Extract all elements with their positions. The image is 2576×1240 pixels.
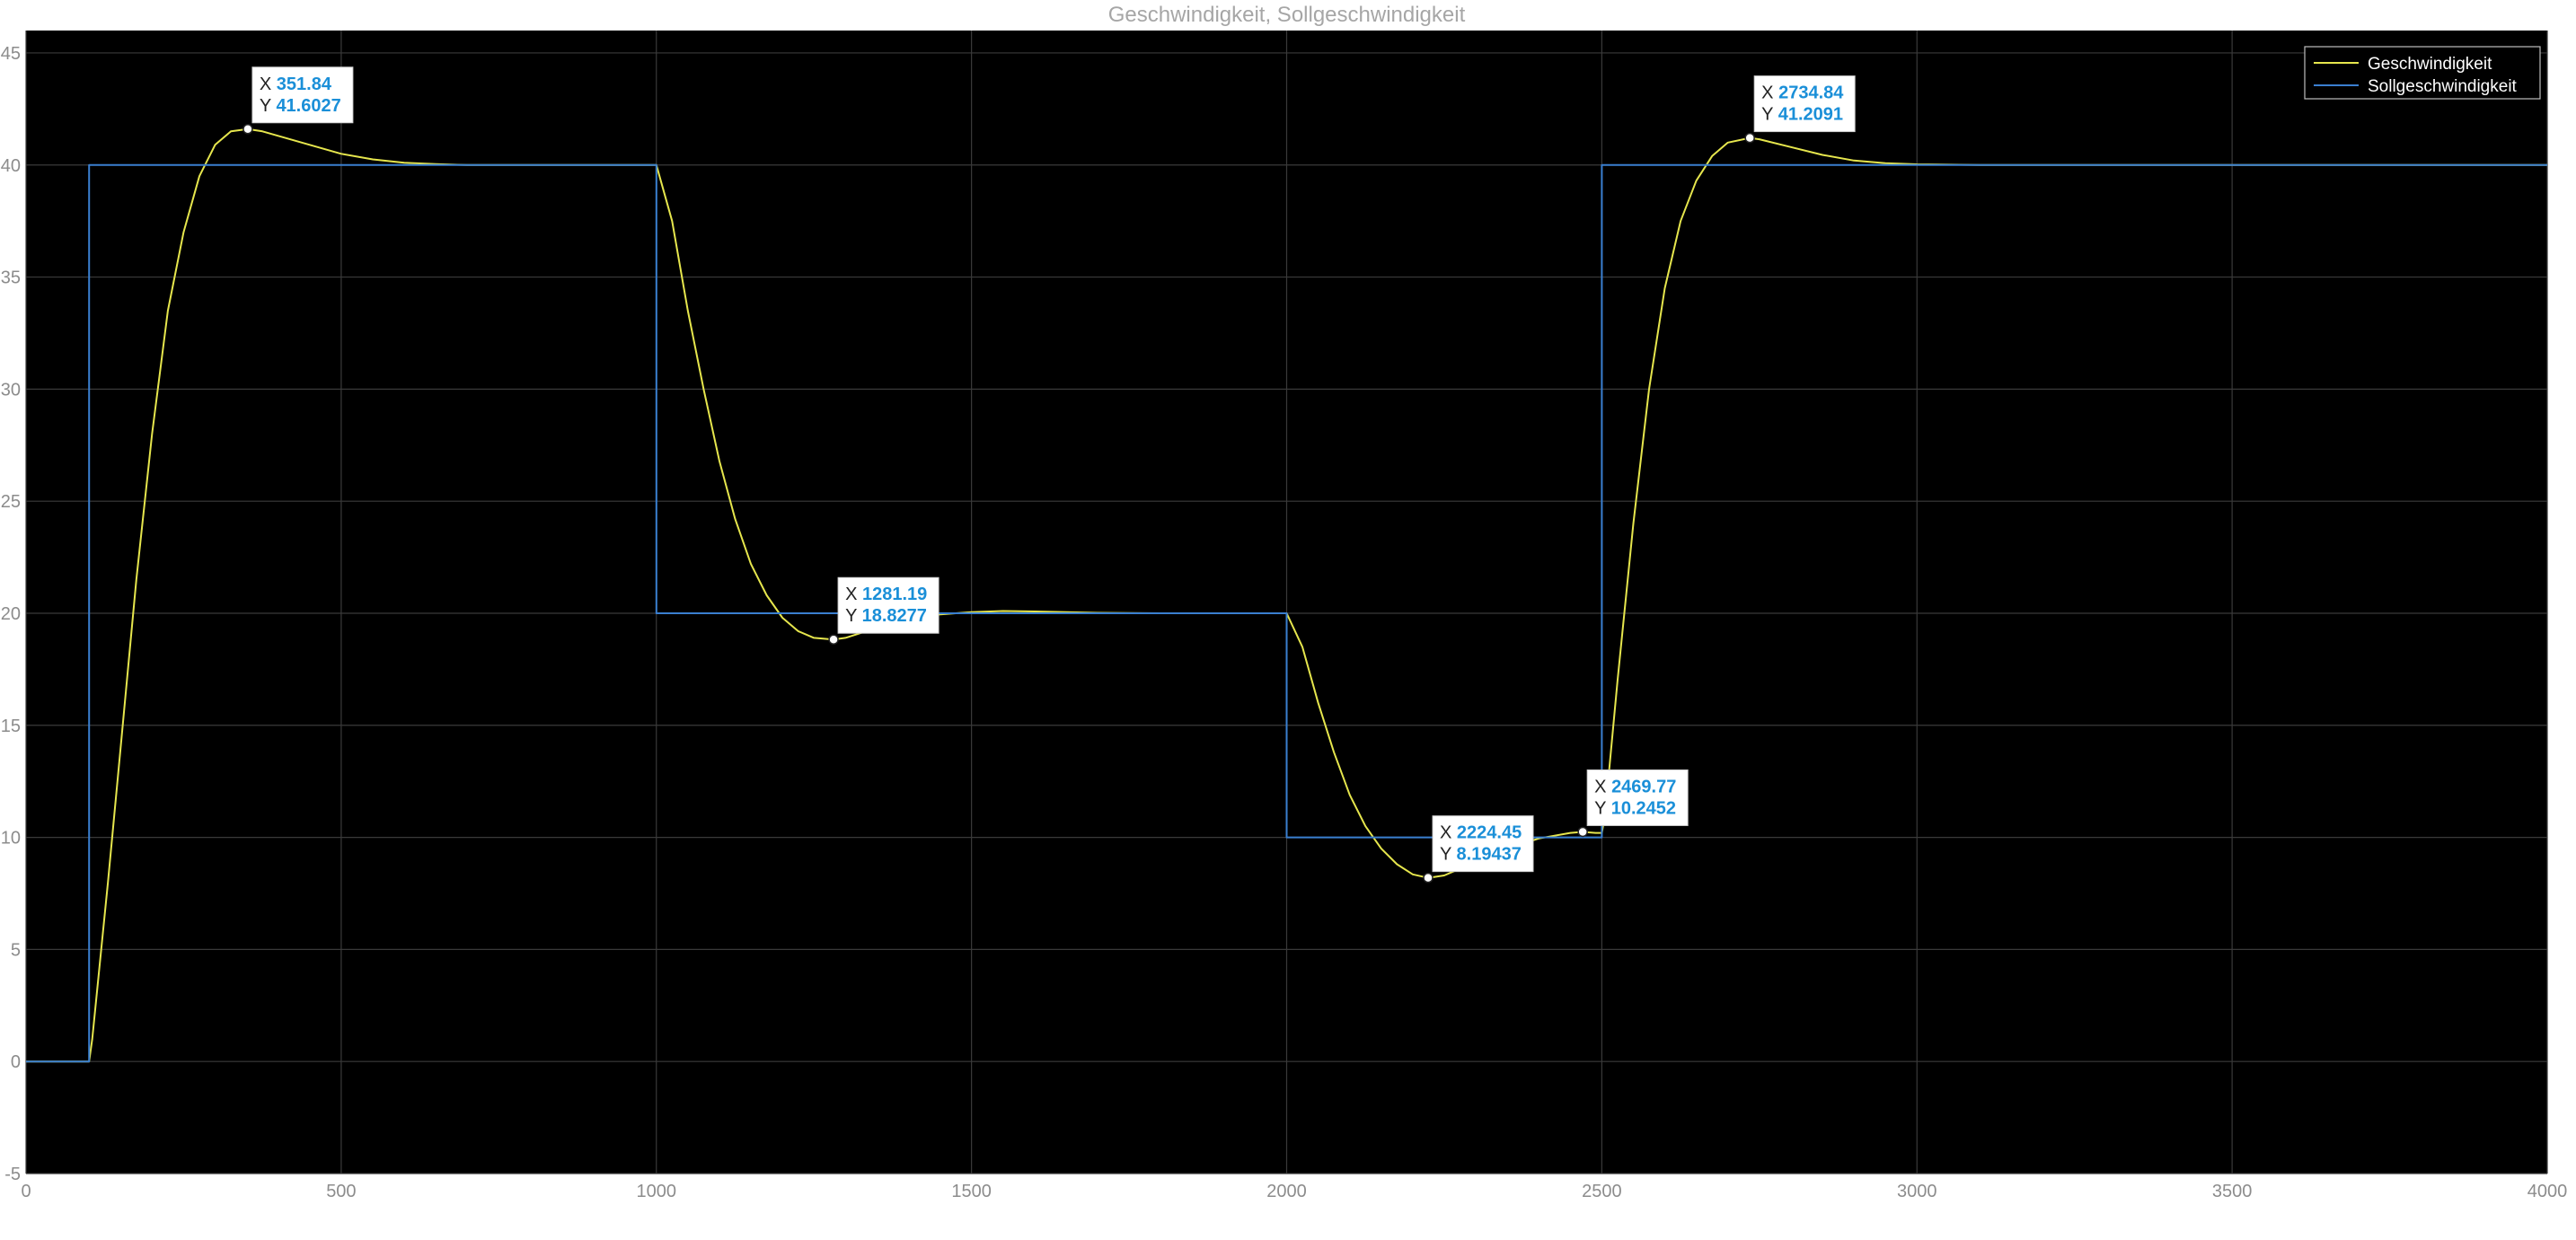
datatip-x-value: 2469.77 [1611, 777, 1676, 796]
datatip-y-text: Y 41.2091 [1761, 105, 1843, 125]
datatip-marker[interactable] [1577, 826, 1588, 838]
datatip[interactable]: X 1281.19Y 18.8277 [828, 576, 940, 645]
datatip-box [1586, 769, 1689, 826]
datatip-box [1753, 75, 1856, 133]
datatip-y-value: 41.6027 [276, 96, 340, 116]
y-tick-label: 20 [1, 604, 21, 624]
axis-ticks: 0 500 1000 1500 2000 2500 3000 3500 4000-5051015… [1, 44, 2568, 1201]
x-tick-label: 3000 [1897, 1182, 1937, 1201]
datatip[interactable]: X 351.84Y 41.6027 [243, 66, 354, 135]
datatip-y-value: 10.2452 [1611, 798, 1676, 818]
x-tick-label: 3500 [2212, 1182, 2253, 1201]
datatip-x-text: X 2734.84 [1761, 84, 1844, 103]
datatip-x-text: X 351.84 [260, 75, 332, 94]
datatip-y-text: Y 10.2452 [1594, 798, 1676, 818]
datatip-x-key: X [1440, 823, 1457, 843]
datatip-x-key: X [1594, 777, 1611, 796]
y-tick-label: 25 [1, 492, 21, 512]
datatip-x-value: 351.84 [277, 75, 332, 94]
datatip-y-text: Y 18.8277 [845, 606, 927, 626]
datatip-y-value: 18.8277 [862, 606, 927, 626]
legend: Geschwindigkeit Sollgeschwindigkeit [2304, 46, 2541, 100]
datatip-x-text: X 2224.45 [1440, 823, 1522, 843]
x-tick-label: 1000 [637, 1182, 677, 1201]
datatip-y-key: Y [1440, 845, 1457, 865]
datatip-box [837, 576, 940, 634]
datatip-y-value: 8.19437 [1457, 845, 1522, 865]
datatip-x-value: 2224.45 [1457, 823, 1522, 843]
x-tick-label: 500 [326, 1182, 356, 1201]
datatip-y-key: Y [260, 96, 277, 116]
y-tick-label: 10 [1, 829, 21, 849]
datatip-x-value: 1281.19 [862, 585, 927, 604]
datatip-marker[interactable] [243, 124, 253, 135]
x-tick-label: 2000 [1266, 1182, 1307, 1201]
y-tick-label: 5 [11, 940, 21, 960]
datatip-x-key: X [260, 75, 277, 94]
datatip-y-key: Y [845, 606, 862, 626]
datatip-x-key: X [1761, 84, 1778, 103]
legend-label-2: Sollgeschwindigkeit [2368, 77, 2518, 96]
datatip[interactable]: X 2734.84Y 41.2091 [1744, 75, 1856, 144]
datatip-x-text: X 1281.19 [845, 585, 927, 604]
datatip-y-key: Y [1761, 105, 1778, 125]
legend-label-1: Geschwindigkeit [2368, 55, 2492, 74]
series-line-2 [26, 163, 2547, 1063]
y-tick-label: 0 [11, 1052, 21, 1072]
datatip-y-value: 41.2091 [1778, 105, 1843, 125]
y-tick-label: -5 [4, 1165, 21, 1184]
datatip-y-key: Y [1594, 798, 1611, 818]
x-tick-label: 2500 [1582, 1182, 1622, 1201]
series-lines [26, 128, 2547, 1063]
datatip-box [251, 66, 354, 124]
datatip-marker[interactable] [1744, 132, 1755, 144]
y-tick-label: 35 [1, 268, 21, 288]
y-tick-label: 40 [1, 156, 21, 176]
datatip-y-text: Y 8.19437 [1440, 845, 1522, 865]
datatip-marker[interactable] [1423, 872, 1434, 884]
legend-box [2304, 46, 2541, 100]
y-tick-label: 30 [1, 380, 21, 400]
y-tick-label: 45 [1, 44, 21, 64]
y-tick-label: 15 [1, 717, 21, 736]
datatip-x-value: 2734.84 [1778, 84, 1844, 103]
datatip[interactable]: X 2469.77Y 10.2452 [1577, 769, 1689, 838]
datatip-x-text: X 2469.77 [1594, 777, 1676, 796]
datatip-box [1432, 815, 1534, 873]
datatip[interactable]: X 2224.45Y 8.19437 [1423, 815, 1534, 884]
x-tick-label: 1500 [951, 1182, 992, 1201]
datatip-x-key: X [845, 585, 862, 604]
datatip-marker[interactable] [828, 634, 839, 645]
series-line-1 [26, 128, 2547, 1063]
x-tick-label: 0 [21, 1182, 31, 1201]
chart-title: Geschwindigkeit, Sollgeschwindigkeit [1108, 3, 1466, 27]
datatip-y-text: Y 41.6027 [260, 96, 341, 116]
x-tick-label: 4000 [2527, 1182, 2568, 1201]
